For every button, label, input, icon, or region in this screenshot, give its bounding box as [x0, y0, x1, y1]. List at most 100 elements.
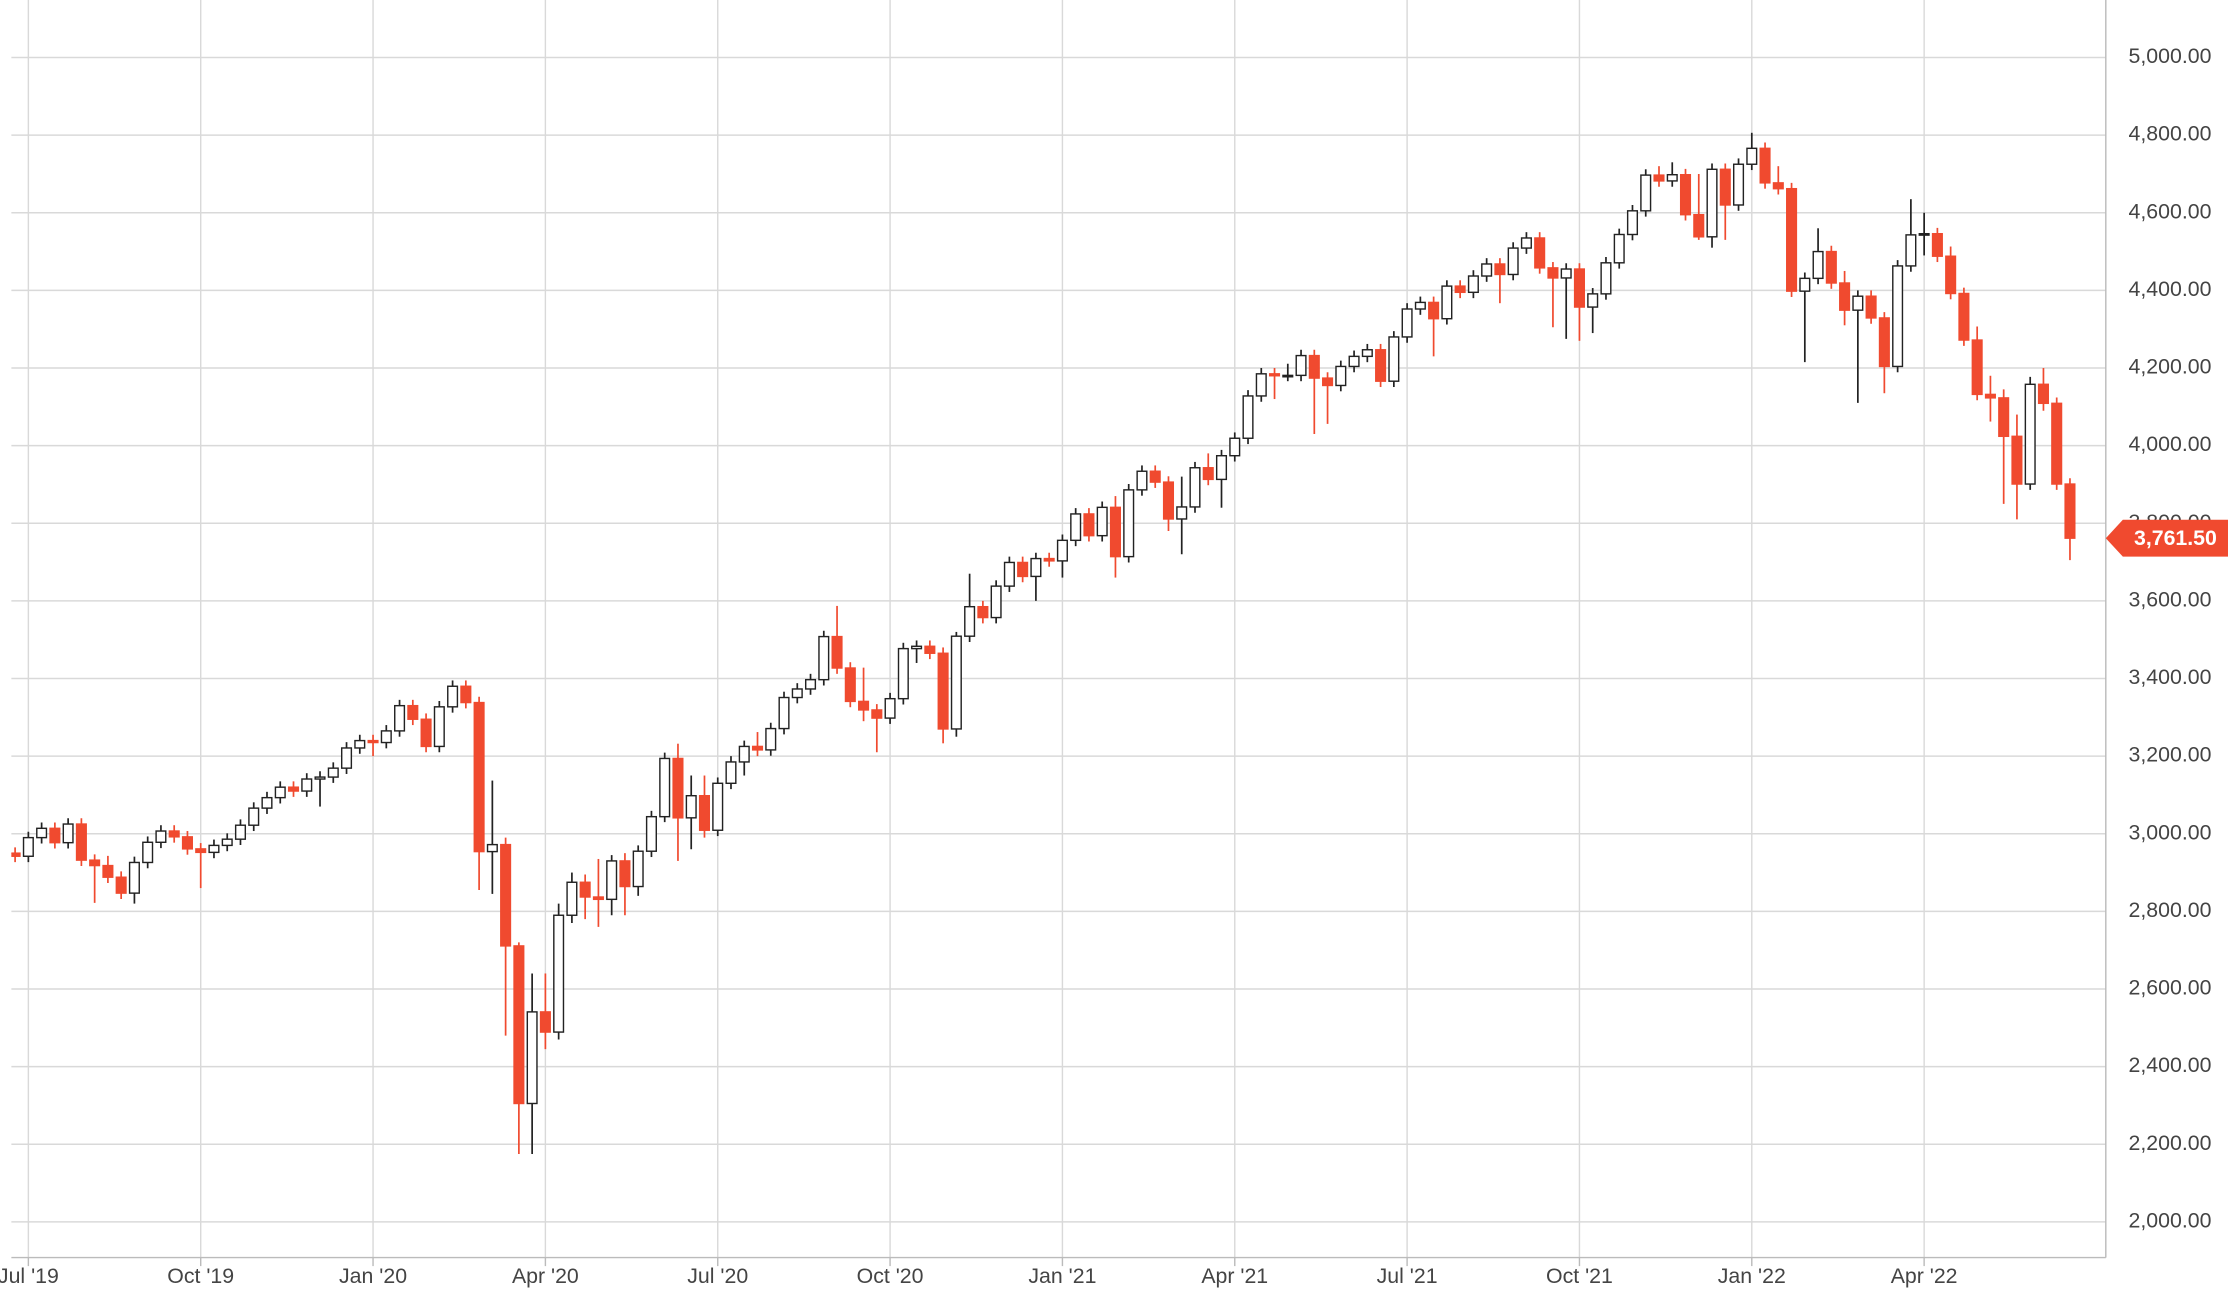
- candle-body: [195, 848, 207, 854]
- candle-body: [2024, 383, 2036, 485]
- y-tick-label: 2,000.00: [2129, 1208, 2212, 1232]
- candle-body: [1626, 210, 1639, 236]
- candle-body: [1759, 147, 1771, 184]
- candle-body: [1295, 354, 1307, 377]
- candle-body: [844, 667, 856, 703]
- candle-body: [1268, 373, 1281, 377]
- candle-body: [592, 896, 604, 901]
- x-tick-label: Oct '21: [1546, 1264, 1613, 1288]
- candle-body: [1388, 336, 1400, 382]
- candle-body: [526, 1011, 538, 1105]
- candle-body: [367, 739, 379, 744]
- candle-body: [1971, 339, 1983, 396]
- candle-body: [698, 794, 711, 831]
- candle-body: [1070, 513, 1082, 542]
- candle-body: [632, 850, 644, 888]
- candle-body: [1083, 513, 1095, 537]
- candle-body: [420, 718, 432, 748]
- y-tick-label: 4,400.00: [2129, 277, 2212, 301]
- candle-body: [1865, 295, 1877, 319]
- candle-body: [606, 860, 618, 901]
- candle-body: [685, 794, 697, 819]
- candle-body: [102, 864, 114, 878]
- y-tick-label: 3,600.00: [2129, 587, 2212, 611]
- x-tick-label: Oct '19: [167, 1264, 234, 1288]
- candle-body: [128, 861, 140, 894]
- candle-body: [712, 782, 724, 831]
- candle-body: [1600, 262, 1612, 295]
- candle-body: [1136, 470, 1148, 491]
- candle-body: [1375, 349, 1387, 382]
- candle-body: [234, 824, 247, 840]
- y-tick-label: 3,000.00: [2129, 820, 2212, 844]
- candle-body: [1799, 277, 1811, 292]
- x-tick-label: Jan '20: [339, 1264, 407, 1288]
- x-tick-label: Jan '22: [1718, 1264, 1786, 1288]
- candle-body: [327, 767, 339, 778]
- candle-body: [911, 645, 923, 650]
- candle-body: [645, 815, 657, 852]
- candle-body: [1812, 250, 1824, 280]
- candle-body: [871, 709, 883, 719]
- candle-body: [248, 807, 260, 826]
- candle-body: [1706, 168, 1718, 238]
- candle-body: [1242, 395, 1254, 439]
- y-tick-label: 4,600.00: [2129, 199, 2212, 223]
- candle-body: [977, 605, 989, 619]
- x-tick-label: Apr '22: [1891, 1264, 1958, 1288]
- candle-body: [725, 761, 737, 785]
- candle-body: [1017, 561, 1029, 578]
- y-tick-label: 4,000.00: [2129, 432, 2212, 456]
- candle-body: [1096, 506, 1108, 537]
- candle-body: [1839, 282, 1851, 311]
- candle-body: [221, 838, 233, 847]
- last-price-label: 3,761.50: [2134, 526, 2217, 550]
- x-tick-label: Apr '21: [1201, 1264, 1268, 1288]
- candle-body: [354, 739, 366, 749]
- candle-body: [1573, 268, 1585, 308]
- candle-body: [513, 945, 525, 1105]
- y-tick-label: 4,200.00: [2129, 355, 2212, 379]
- x-tick-label: Apr '20: [512, 1264, 579, 1288]
- x-tick-label: Jul '19: [0, 1264, 59, 1288]
- candle-body: [1587, 293, 1599, 308]
- candle-body: [1109, 506, 1121, 558]
- candle-body: [1905, 234, 1917, 267]
- candle-body: [1162, 481, 1175, 520]
- candle-body: [0, 853, 7, 855]
- x-tick-label: Jul '21: [1377, 1264, 1438, 1288]
- candle-body: [1998, 397, 2010, 438]
- candle-body: [672, 757, 684, 819]
- candle-body: [897, 647, 909, 700]
- candle-body: [831, 635, 843, 669]
- grid: [11, 0, 2106, 1258]
- candle-body: [1322, 377, 1334, 387]
- candle-body: [1613, 233, 1625, 264]
- candle-body: [566, 881, 578, 916]
- candle-body: [924, 645, 936, 654]
- candle-body: [1786, 187, 1798, 292]
- candle-body: [1441, 285, 1453, 320]
- labels: 2,000.00 2,200.00 2,400.00 2,600.00 2,800.00…: [0, 44, 2228, 1288]
- candle-body: [1679, 174, 1692, 216]
- candle-body: [340, 747, 353, 769]
- candle-body: [1640, 174, 1652, 212]
- y-tick-label: 3,200.00: [2129, 743, 2212, 767]
- candle-body: [1984, 393, 1996, 399]
- candle-body: [1918, 232, 1930, 236]
- candle-body: [155, 830, 167, 843]
- candle-body: [460, 685, 472, 704]
- candle-body: [791, 688, 803, 699]
- candle-body: [1732, 163, 1745, 206]
- candle-body: [11, 852, 21, 857]
- last-price-tag: [2105, 519, 2228, 557]
- candle-body: [1123, 489, 1135, 558]
- candle-body: [1746, 147, 1758, 165]
- candle-body: [1693, 213, 1705, 238]
- candle-body: [1030, 557, 1042, 578]
- candle-body: [2064, 483, 2076, 539]
- candle-body: [274, 786, 286, 799]
- candle-body: [1892, 265, 1904, 368]
- candle-body: [1401, 308, 1413, 338]
